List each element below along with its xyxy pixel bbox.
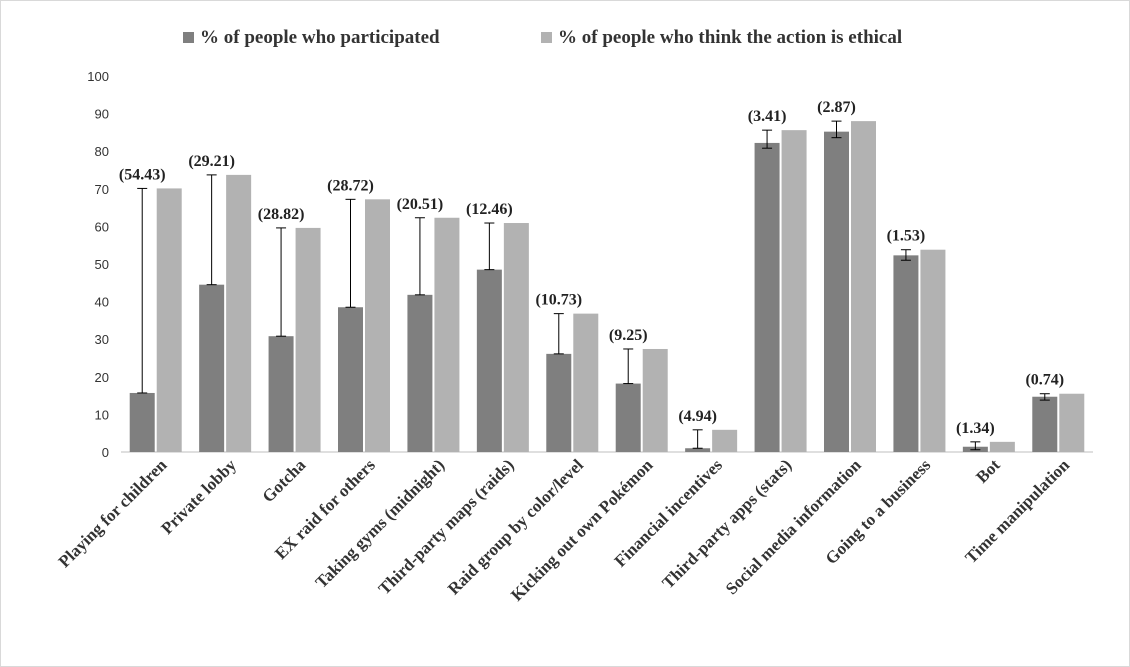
data-label: (28.72) bbox=[327, 177, 374, 194]
data-label: (12.46) bbox=[466, 201, 513, 218]
bar-participated[interactable] bbox=[199, 284, 225, 452]
bar-participated[interactable] bbox=[754, 142, 780, 453]
data-label: (0.74) bbox=[1025, 372, 1064, 389]
data-label: (3.41) bbox=[748, 108, 787, 125]
bar-participated[interactable] bbox=[129, 392, 155, 452]
bar-participated[interactable] bbox=[546, 353, 572, 452]
y-tick-label: 100 bbox=[87, 69, 109, 84]
category-label: Gotcha bbox=[259, 455, 310, 506]
data-label: (1.34) bbox=[956, 420, 995, 437]
bar-participated[interactable] bbox=[824, 131, 849, 452]
y-tick-label: 40 bbox=[95, 295, 109, 310]
category-label: Raid group by color/level bbox=[444, 455, 587, 598]
category-label: Kicking out own Pokémon bbox=[507, 455, 657, 605]
category-label: Third-party maps (raids) bbox=[375, 455, 518, 598]
data-label: (54.43) bbox=[119, 166, 166, 183]
y-tick-label: 60 bbox=[95, 219, 109, 234]
bar-ethical[interactable] bbox=[712, 429, 738, 452]
data-label: (29.21) bbox=[188, 153, 235, 170]
bar-ethical[interactable] bbox=[920, 249, 946, 452]
bar-ethical[interactable] bbox=[1059, 393, 1085, 452]
category-label: Bot bbox=[972, 455, 1004, 487]
bar-participated[interactable] bbox=[268, 336, 294, 452]
legend-label-2: % of people who think the action is ethi… bbox=[558, 27, 902, 48]
category-label: Playing for children bbox=[55, 455, 171, 571]
bar-ethical[interactable] bbox=[989, 441, 1015, 452]
bar-ethical[interactable] bbox=[573, 313, 599, 452]
data-label: (2.87) bbox=[817, 99, 856, 116]
bar-participated[interactable] bbox=[338, 307, 363, 452]
bar-ethical[interactable] bbox=[434, 217, 460, 452]
category-label: Taking gyms (midnight) bbox=[312, 455, 449, 592]
bar-ethical[interactable] bbox=[365, 199, 390, 452]
data-label: (10.73) bbox=[535, 292, 582, 309]
y-tick-label: 10 bbox=[95, 407, 109, 422]
bar-ethical[interactable] bbox=[781, 130, 807, 453]
y-tick-label: 70 bbox=[95, 182, 109, 197]
bar-ethical[interactable] bbox=[295, 227, 321, 452]
y-tick-label: 90 bbox=[95, 107, 109, 122]
y-tick-label: 80 bbox=[95, 144, 109, 159]
category-label: Private lobby bbox=[157, 455, 240, 538]
y-tick-label: 0 bbox=[102, 445, 109, 460]
data-label: (28.82) bbox=[258, 206, 305, 223]
bar-participated[interactable] bbox=[893, 255, 919, 452]
data-label: (20.51) bbox=[397, 196, 444, 213]
bar-participated[interactable] bbox=[615, 383, 641, 452]
bar-participated[interactable] bbox=[476, 269, 502, 452]
bar-ethical[interactable] bbox=[156, 188, 182, 452]
legend-swatch-2 bbox=[541, 32, 552, 43]
category-label: Third-party apps (stats) bbox=[658, 455, 795, 592]
y-tick-label: 20 bbox=[95, 370, 109, 385]
bar-ethical[interactable] bbox=[226, 174, 252, 452]
data-label: (1.53) bbox=[887, 228, 926, 245]
data-label: (9.25) bbox=[609, 327, 648, 344]
y-tick-label: 50 bbox=[95, 257, 109, 272]
bar-ethical[interactable] bbox=[851, 121, 876, 453]
data-label: (4.94) bbox=[678, 408, 717, 425]
bar-participated[interactable] bbox=[1032, 396, 1058, 452]
bar-ethical[interactable] bbox=[503, 223, 529, 452]
bar-participated[interactable] bbox=[407, 294, 433, 452]
bar-ethical[interactable] bbox=[642, 348, 668, 452]
category-label: Social media information bbox=[722, 455, 865, 598]
legend-swatch-1 bbox=[183, 32, 194, 43]
y-tick-label: 30 bbox=[95, 332, 109, 347]
legend-label-1: % of people who participated bbox=[200, 27, 440, 48]
bar-participated[interactable] bbox=[685, 448, 711, 452]
